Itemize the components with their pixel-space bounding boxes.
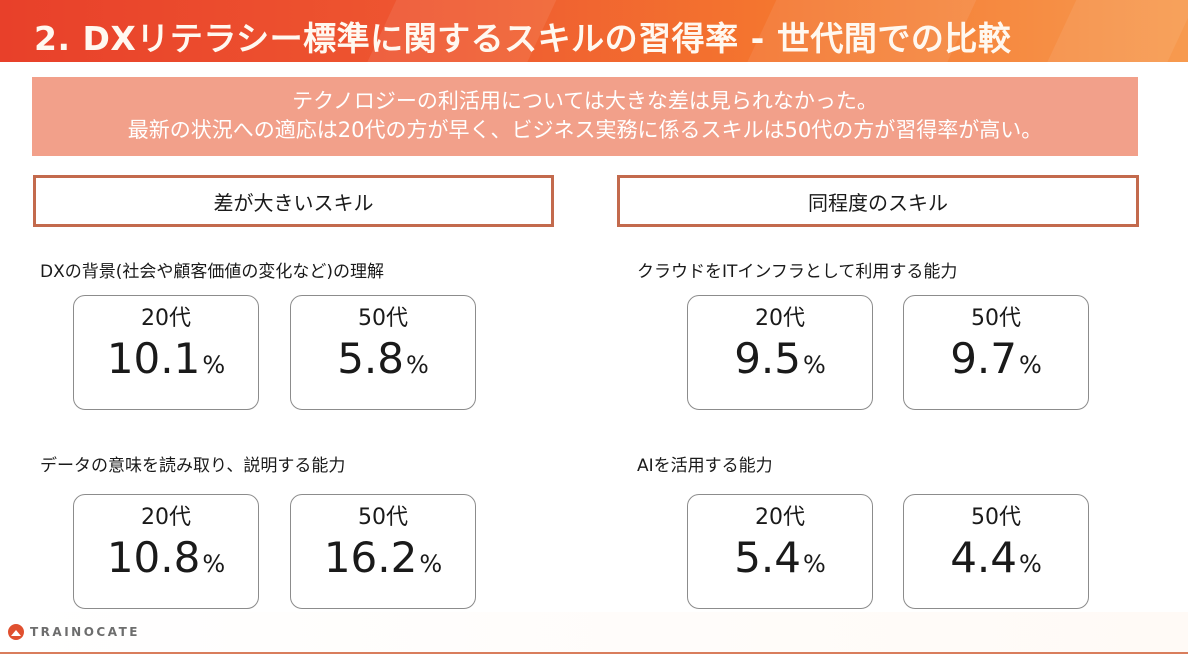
rate-card-50s: 50代 9.7% [903, 295, 1089, 410]
rate-card-20s: 20代 5.4% [687, 494, 873, 609]
logo-text: TRAINOCATE [30, 625, 140, 639]
percent-unit: % [202, 351, 226, 379]
rate-card-50s: 50代 16.2% [290, 494, 476, 609]
summary-box: テクノロジーの利活用については大きな差は見られなかった。 最新の状況への適応は2… [32, 77, 1138, 156]
rate-value: 5.4% [688, 533, 872, 589]
percent-unit: % [419, 550, 443, 578]
summary-line-2: 最新の状況への適応は20代の方が早く、ビジネス実務に係るスキルは50代の方が習得… [127, 118, 1043, 142]
rate-card-20s: 20代 10.8% [73, 494, 259, 609]
rate-value: 10.8% [74, 533, 258, 589]
footer-divider [0, 652, 1188, 654]
rate-value: 4.4% [904, 533, 1088, 589]
rate-value: 9.7% [904, 334, 1088, 390]
percent-unit: % [802, 550, 826, 578]
generation-label: 50代 [971, 505, 1021, 530]
rate-card-50s: 50代 5.8% [290, 295, 476, 410]
rate-number: 10.8 [106, 533, 201, 582]
percent-unit: % [802, 351, 826, 379]
header-decoration [1039, 0, 1188, 62]
section-title: 差が大きいスキル [213, 190, 374, 215]
summary-line-1: テクノロジーの利活用については大きな差は見られなかった。 [292, 89, 878, 113]
trainocate-logo: TRAINOCATE [8, 624, 140, 640]
section-header-similar: 同程度のスキル [617, 175, 1139, 227]
rate-card-50s: 50代 4.4% [903, 494, 1089, 609]
percent-unit: % [1018, 550, 1042, 578]
generation-label: 20代 [755, 306, 805, 331]
skill-label: AIを活用する能力 [637, 456, 773, 476]
rate-number: 9.7 [950, 334, 1017, 383]
rate-number: 4.4 [950, 533, 1017, 582]
rate-value: 10.1% [74, 334, 258, 390]
skill-label: データの意味を読み取り、説明する能力 [40, 456, 346, 476]
percent-unit: % [202, 550, 226, 578]
generation-label: 20代 [141, 505, 191, 530]
generation-label: 50代 [358, 505, 408, 530]
slide-header: 2. DXリテラシー標準に関するスキルの習得率 - 世代間での比較 [0, 0, 1188, 62]
rate-number: 5.4 [734, 533, 801, 582]
rate-card-20s: 20代 10.1% [73, 295, 259, 410]
rate-value: 9.5% [688, 334, 872, 390]
percent-unit: % [1018, 351, 1042, 379]
section-title: 同程度のスキル [808, 190, 948, 215]
rate-value: 5.8% [291, 334, 475, 390]
rate-number: 10.1 [106, 334, 201, 383]
skill-label: クラウドをITインフラとして利用する能力 [637, 262, 958, 282]
section-header-large-gap: 差が大きいスキル [33, 175, 554, 227]
rate-number: 5.8 [337, 334, 404, 383]
rate-card-20s: 20代 9.5% [687, 295, 873, 410]
rate-number: 9.5 [734, 334, 801, 383]
percent-unit: % [405, 351, 429, 379]
slide-title: 2. DXリテラシー標準に関するスキルの習得率 - 世代間での比較 [34, 19, 1012, 58]
generation-label: 50代 [358, 306, 408, 331]
generation-label: 20代 [141, 306, 191, 331]
rate-number: 16.2 [323, 533, 418, 582]
rate-value: 16.2% [291, 533, 475, 589]
generation-label: 20代 [755, 505, 805, 530]
trainocate-logo-icon [8, 624, 24, 640]
generation-label: 50代 [971, 306, 1021, 331]
skill-label: DXの背景(社会や顧客価値の変化など)の理解 [40, 262, 385, 282]
footer-background [0, 612, 1188, 652]
